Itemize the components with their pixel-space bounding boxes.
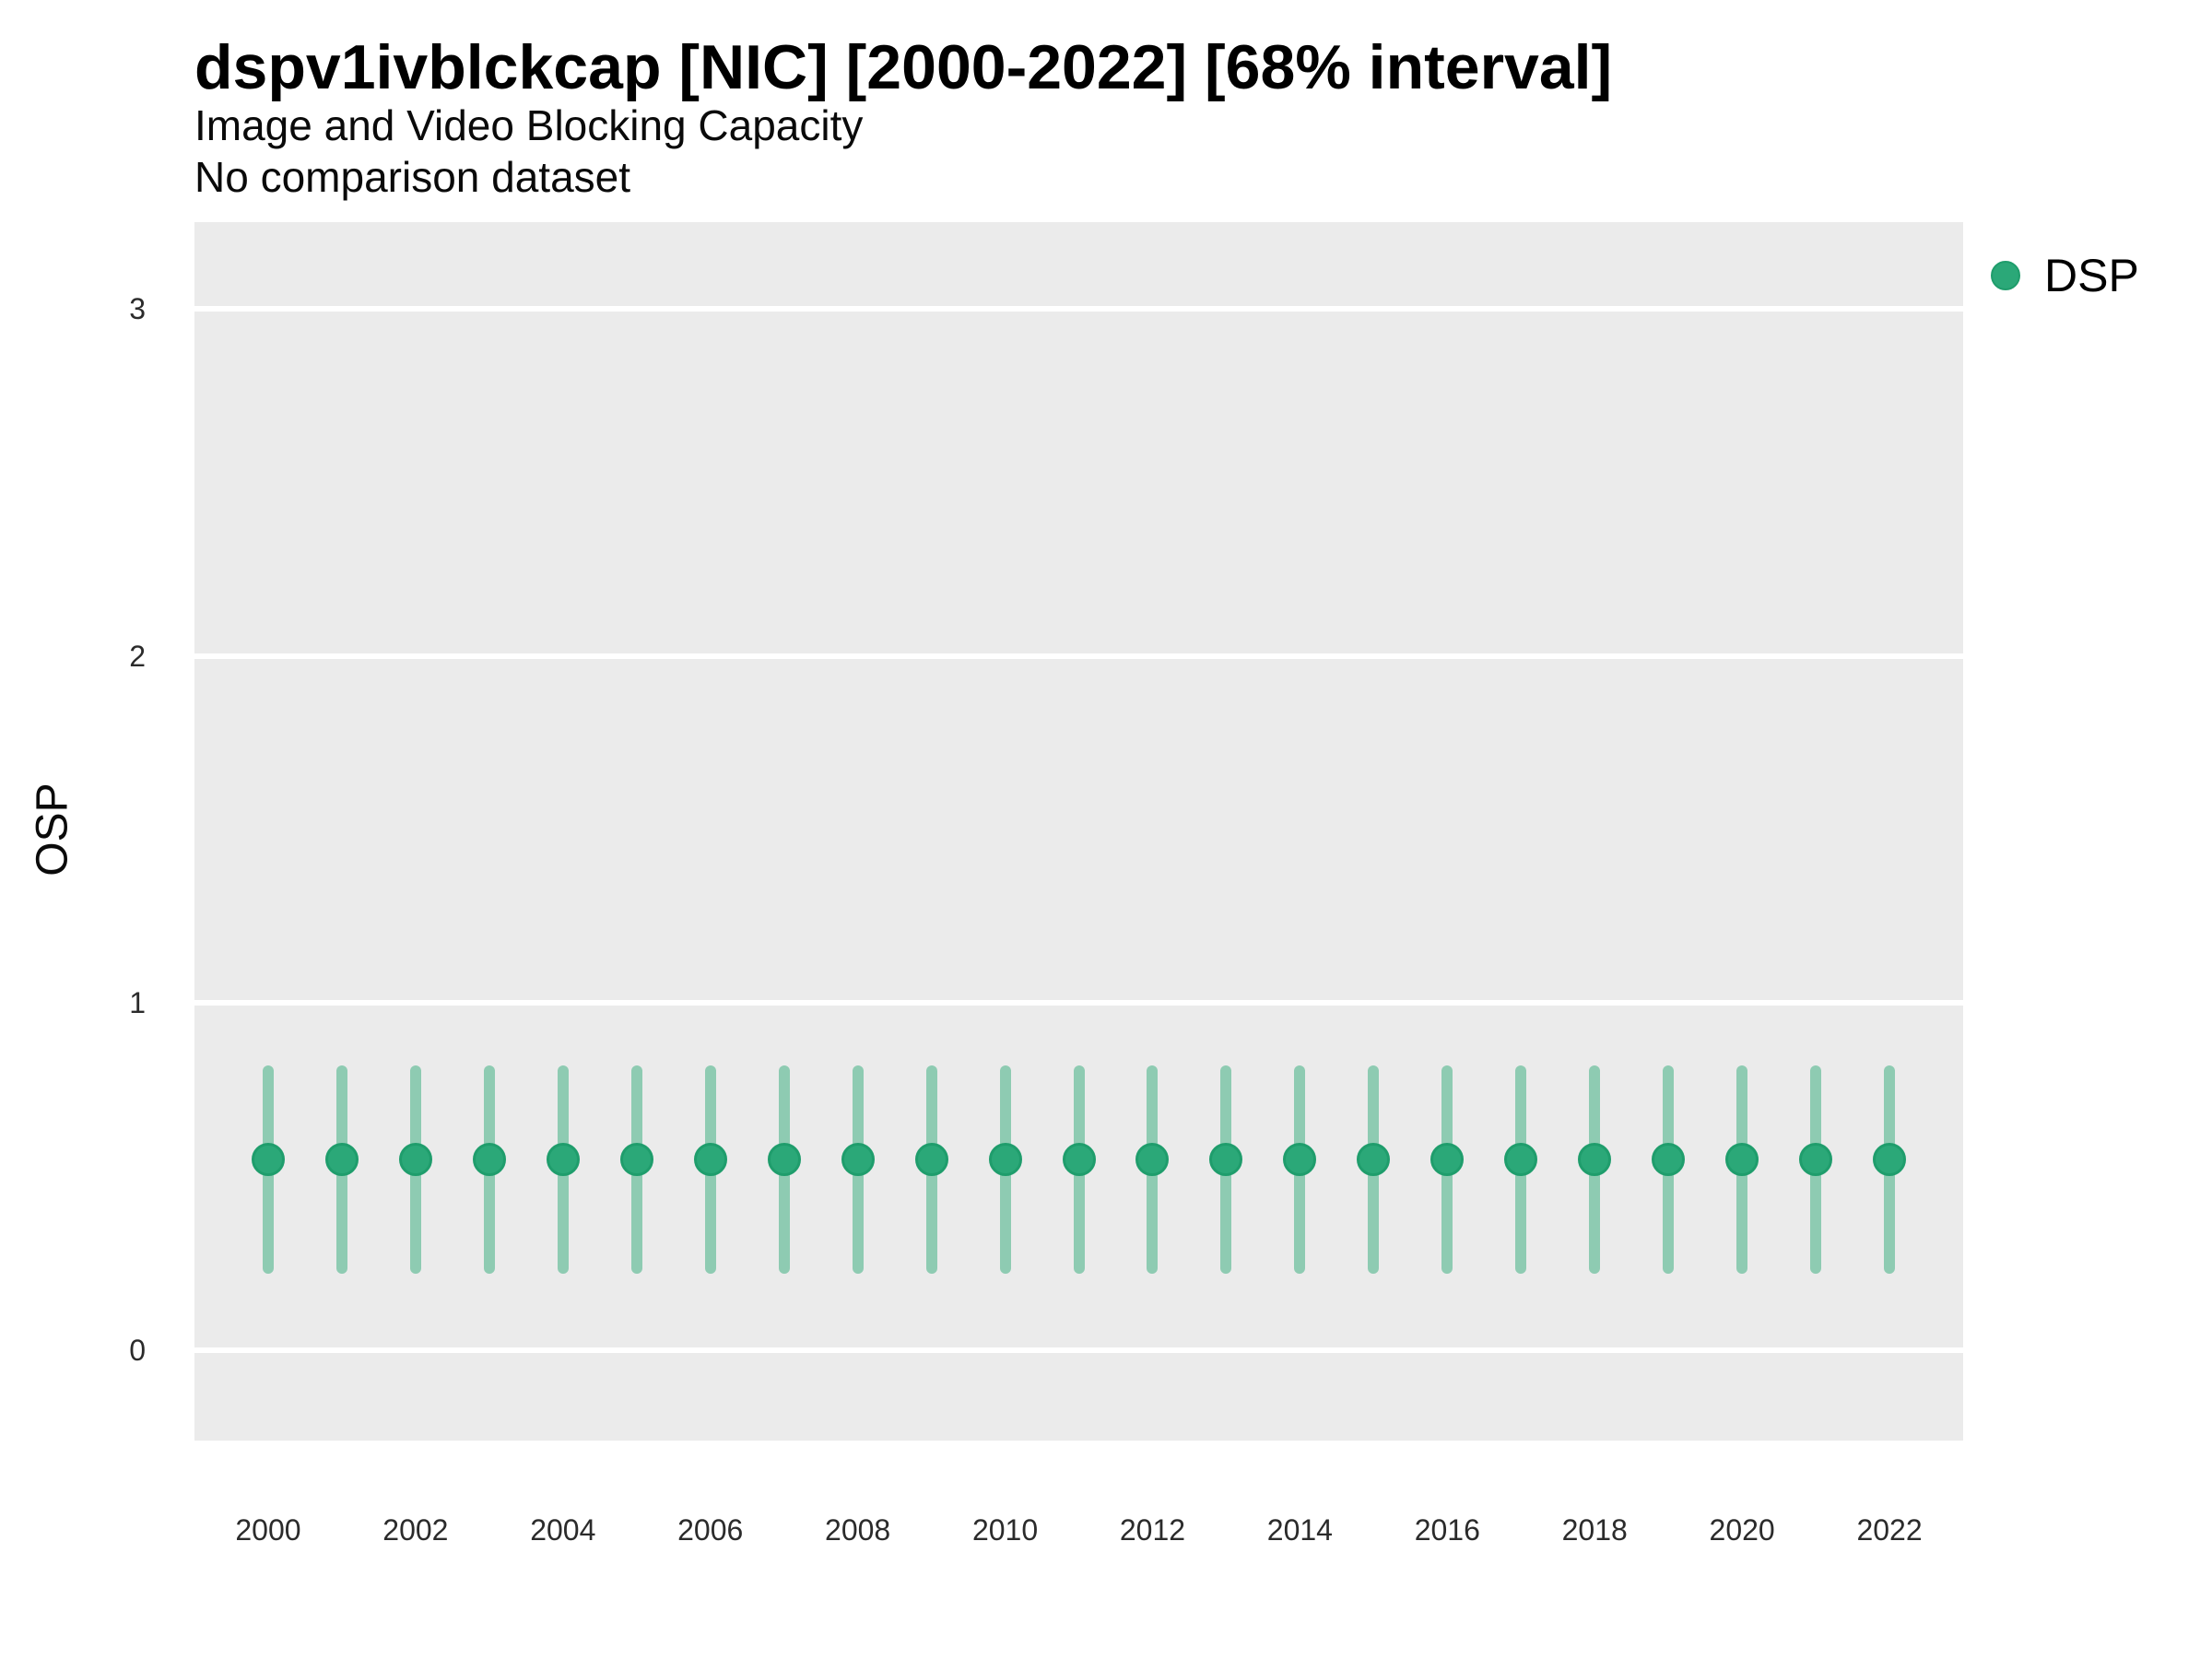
data-point: [1652, 1142, 1686, 1176]
x-tick-label: 2002: [382, 1513, 449, 1547]
data-point: [1283, 1142, 1317, 1176]
chart-note: No comparison dataset: [194, 153, 631, 201]
data-point: [324, 1142, 359, 1176]
data-point: [1578, 1142, 1612, 1176]
x-tick-label: 2000: [235, 1513, 301, 1547]
x-tick-label: 2004: [530, 1513, 596, 1547]
data-point: [841, 1142, 875, 1176]
x-tick-label: 2020: [1709, 1513, 1775, 1547]
data-point: [619, 1142, 653, 1176]
data-point: [1135, 1142, 1170, 1176]
data-point: [1430, 1142, 1465, 1176]
x-tick-label: 2008: [825, 1513, 891, 1547]
data-point: [1725, 1142, 1759, 1176]
gridline-y-1: [194, 1000, 1963, 1006]
x-tick-label: 2014: [1266, 1513, 1333, 1547]
data-point: [1873, 1142, 1907, 1176]
legend-label: DSP: [2044, 250, 2139, 301]
data-point: [767, 1142, 801, 1176]
data-point: [1357, 1142, 1391, 1176]
y-tick-label: 0: [129, 1334, 146, 1368]
gridline-y-2: [194, 653, 1963, 659]
y-tick-label: 2: [129, 639, 146, 673]
data-point: [1209, 1142, 1243, 1176]
data-point: [693, 1142, 727, 1176]
plot-area: [194, 222, 1963, 1441]
gridline-y-3: [194, 306, 1963, 312]
data-point: [1799, 1142, 1833, 1176]
chart-title: dspv1ivblckcap [NIC] [2000-2022] [68% in…: [194, 32, 1613, 102]
gridline-y-0: [194, 1347, 1963, 1354]
data-point: [251, 1142, 285, 1176]
data-point: [546, 1142, 580, 1176]
x-tick-label: 2010: [971, 1513, 1039, 1547]
y-axis-title: OSP: [28, 782, 77, 877]
legend: DSP: [1991, 250, 2139, 301]
data-point: [1504, 1142, 1538, 1176]
data-point: [1062, 1142, 1096, 1176]
data-point: [914, 1142, 948, 1176]
chart-subtitle: Image and Video Blocking Capacity: [194, 101, 864, 149]
x-tick-label: 2006: [677, 1513, 744, 1547]
x-tick-label: 2022: [1856, 1513, 1923, 1547]
data-point: [472, 1142, 506, 1176]
x-tick-label: 2018: [1561, 1513, 1628, 1547]
y-tick-label: 3: [129, 292, 146, 326]
legend-point-icon: [1991, 261, 2020, 290]
data-point: [988, 1142, 1022, 1176]
x-tick-label: 2012: [1119, 1513, 1186, 1547]
y-tick-label: 1: [129, 986, 146, 1020]
data-point: [398, 1142, 432, 1176]
x-tick-label: 2016: [1414, 1513, 1480, 1547]
